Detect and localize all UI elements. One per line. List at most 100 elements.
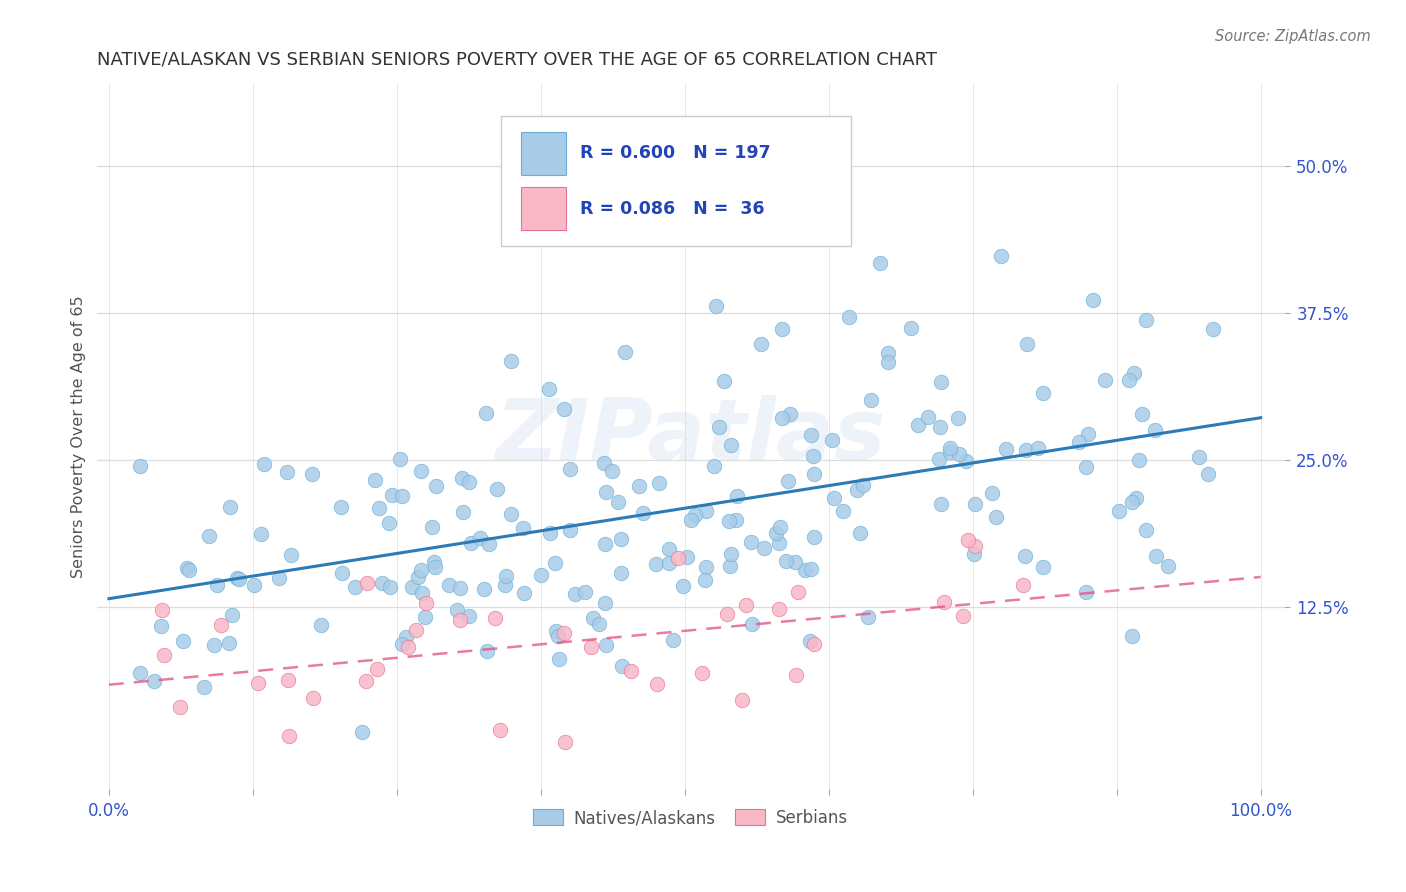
Point <box>368 501 391 516</box>
Point <box>801 450 824 464</box>
Point <box>592 456 614 470</box>
Point <box>752 541 775 555</box>
Point <box>716 607 738 622</box>
Point <box>278 729 301 743</box>
Point <box>477 644 499 658</box>
Point <box>488 723 510 738</box>
Point <box>929 419 952 434</box>
Point <box>939 442 962 456</box>
Point <box>1083 293 1105 307</box>
Point <box>628 479 651 493</box>
Point <box>690 666 713 681</box>
Point <box>415 596 437 610</box>
Point <box>838 310 860 324</box>
Point <box>823 491 845 506</box>
Point <box>1201 322 1223 336</box>
Text: Source: ZipAtlas.com: Source: ZipAtlas.com <box>1215 29 1371 44</box>
Point <box>1032 386 1054 401</box>
Point <box>724 513 747 527</box>
Point <box>221 607 243 622</box>
Point <box>768 535 790 549</box>
Point <box>544 624 567 638</box>
Point <box>453 505 475 519</box>
Point <box>595 638 617 652</box>
Point <box>938 444 960 458</box>
Point <box>593 537 616 551</box>
Point <box>370 576 392 591</box>
Point <box>1014 549 1036 564</box>
Point <box>478 537 501 551</box>
Point <box>769 520 792 534</box>
Point <box>468 532 491 546</box>
Point <box>420 520 443 534</box>
Point <box>389 452 412 467</box>
Point <box>396 640 419 654</box>
Point <box>980 486 1002 500</box>
Point <box>1197 467 1219 482</box>
Point <box>1108 504 1130 518</box>
Point <box>713 374 735 388</box>
Point <box>994 442 1017 456</box>
Point <box>693 574 716 588</box>
Point <box>1156 558 1178 573</box>
Point <box>538 526 561 541</box>
Point <box>302 691 325 706</box>
Point <box>1128 453 1150 467</box>
Point <box>460 536 482 550</box>
FancyBboxPatch shape <box>520 132 567 175</box>
Point <box>785 667 807 681</box>
Point <box>401 580 423 594</box>
Point <box>150 618 173 632</box>
Point <box>381 488 404 502</box>
Point <box>1122 367 1144 381</box>
Point <box>856 610 879 624</box>
Point <box>243 577 266 591</box>
Text: ZIPatlas: ZIPatlas <box>495 395 886 478</box>
Point <box>246 676 269 690</box>
Point <box>228 572 250 586</box>
Point <box>845 483 868 497</box>
Point <box>548 652 571 666</box>
Point <box>458 609 481 624</box>
Point <box>952 609 974 624</box>
Point <box>1188 450 1211 465</box>
Point <box>128 665 150 680</box>
Point <box>153 648 176 663</box>
Point <box>330 500 353 515</box>
Point <box>731 692 754 706</box>
Text: R = 0.086   N =  36: R = 0.086 N = 36 <box>581 200 765 218</box>
Point <box>929 375 952 389</box>
Point <box>446 603 468 617</box>
Point <box>1032 560 1054 574</box>
Point <box>209 618 232 632</box>
Point <box>770 322 793 336</box>
Point <box>658 541 681 556</box>
Point <box>932 595 955 609</box>
Point <box>778 474 800 488</box>
Point <box>720 438 742 452</box>
Point <box>537 382 560 396</box>
Point <box>794 563 817 577</box>
Point <box>1015 336 1038 351</box>
Point <box>770 411 793 425</box>
Point <box>450 471 472 485</box>
Point <box>547 629 569 643</box>
Point <box>749 337 772 351</box>
Point <box>633 507 655 521</box>
Point <box>928 452 950 467</box>
Point <box>1015 443 1038 458</box>
Point <box>717 514 740 528</box>
Point <box>1118 373 1140 387</box>
Point <box>366 662 388 676</box>
Point <box>406 570 429 584</box>
Point <box>253 457 276 471</box>
Point <box>703 458 725 473</box>
Point <box>513 586 536 600</box>
Point <box>1012 578 1035 592</box>
Point <box>501 353 523 368</box>
Point <box>610 533 633 547</box>
Point <box>741 617 763 632</box>
Point <box>645 558 668 572</box>
Point <box>681 512 703 526</box>
Point <box>484 611 506 625</box>
